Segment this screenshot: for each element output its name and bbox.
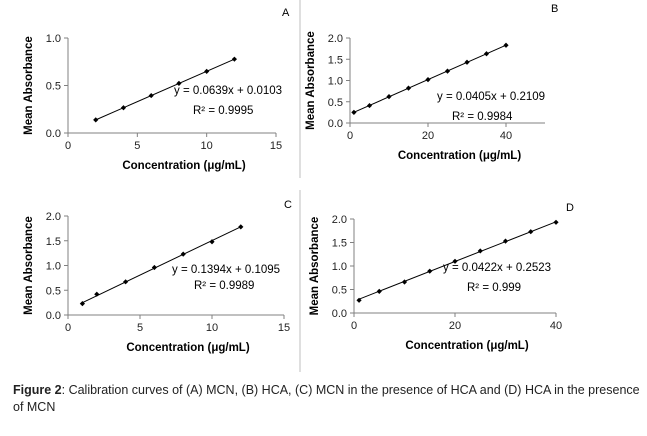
- x-tick-label: 40: [500, 130, 512, 142]
- x-tick-label: 5: [134, 140, 140, 152]
- trendline: [95, 58, 235, 121]
- data-point: [356, 297, 362, 303]
- chart-panel-c: 0.0 0.5 1.0 1.5 2.0 0 5 10 15 Concentration (μg/m…: [23, 199, 292, 354]
- panel-letter: B: [551, 3, 558, 15]
- chart-panel-a: 0.0 0.5 1.0 0 5 10 15 Concentration (μg/mL) Mean…: [23, 7, 290, 172]
- x-tick-label: 20: [449, 320, 461, 332]
- data-point: [120, 105, 127, 111]
- data-point: [148, 92, 154, 99]
- trendline-equation: y = 0.0422x + 0.2523: [443, 262, 551, 274]
- y-tick-label: 1.0: [46, 261, 61, 273]
- panel-letter: C: [284, 199, 292, 211]
- x-tick-label: 10: [201, 140, 213, 152]
- data-point: [502, 238, 509, 244]
- trendline: [82, 226, 242, 304]
- x-axis-title: Concentration (μg/mL): [126, 342, 249, 354]
- x-tick-label: 10: [206, 322, 218, 334]
- y-axis-title: Mean Absorbance: [305, 31, 317, 130]
- r-squared: R² = 0.9984: [452, 111, 513, 123]
- x-tick-label: 0: [65, 322, 71, 334]
- data-point: [477, 248, 483, 254]
- trendline-equation: y = 0.0405x + 0.2109: [437, 91, 545, 103]
- r-squared: R² = 0.9989: [194, 280, 254, 292]
- trendline: [353, 44, 507, 113]
- data-point: [444, 68, 451, 74]
- data-point: [427, 268, 433, 274]
- y-axis-title: Mean Absorbance: [309, 217, 321, 316]
- y-tick-label: 1.0: [328, 76, 343, 88]
- data-point: [401, 279, 408, 285]
- y-tick-label: 2.0: [328, 33, 343, 45]
- data-point: [528, 229, 534, 235]
- x-tick-label: 0: [65, 140, 71, 152]
- data-point: [204, 68, 210, 74]
- y-tick-label: 1.0: [46, 33, 61, 45]
- x-tick-label: 5: [137, 322, 143, 334]
- data-point: [405, 85, 412, 91]
- y-tick-label: 1.0: [332, 261, 347, 273]
- y-tick-label: 2.0: [332, 214, 347, 226]
- x-tick-label: 15: [270, 140, 282, 152]
- y-tick-label: 0.5: [328, 97, 343, 109]
- data-point: [386, 94, 392, 100]
- data-point: [176, 80, 182, 87]
- caption-text: : Calibration curves of (A) MCN, (B) HCA…: [13, 383, 640, 414]
- panel-letter: D: [566, 202, 574, 214]
- y-tick-label: 0.0: [332, 308, 347, 320]
- data-point: [553, 219, 559, 225]
- data-point: [483, 51, 490, 57]
- y-tick-label: 0.5: [46, 81, 61, 93]
- trendline-equation: y = 0.0639x + 0.0103: [174, 85, 282, 97]
- chart-panel-b: 0.0 0.5 1.0 1.5 2.0 0 20 40 Concentration (μg/mL…: [305, 3, 558, 162]
- data-point: [425, 77, 431, 83]
- chart-panel-d: 0.0 0.5 1.0 1.5 2.0 0 20 40 Concentration (μg/mL…: [309, 202, 574, 352]
- trendline: [358, 221, 557, 300]
- y-tick-label: 0.0: [328, 118, 343, 130]
- x-axis-title: Concentration (μg/mL): [398, 150, 521, 162]
- y-tick-label: 0.5: [332, 285, 347, 297]
- trendline-equation: y = 0.1394x + 0.1095: [172, 264, 280, 276]
- x-axis-title: Concentration (μg/mL): [122, 160, 245, 172]
- data-point: [93, 117, 99, 123]
- data-point: [123, 279, 129, 285]
- y-tick-label: 1.5: [328, 54, 343, 66]
- y-tick-label: 2.0: [46, 211, 61, 223]
- data-point: [209, 239, 215, 245]
- y-axis-title: Mean Absorbance: [23, 216, 35, 315]
- data-point: [238, 224, 244, 230]
- y-tick-label: 0.5: [46, 285, 61, 297]
- y-tick-label: 0.0: [46, 310, 61, 322]
- x-tick-label: 20: [422, 130, 434, 142]
- data-point: [503, 42, 509, 48]
- r-squared: R² = 0.9995: [193, 105, 253, 117]
- r-squared: R² = 0.999: [467, 282, 521, 294]
- panel-letter: A: [282, 7, 290, 19]
- y-tick-label: 0.0: [46, 128, 61, 140]
- data-point: [79, 301, 85, 307]
- x-tick-label: 15: [278, 322, 290, 334]
- x-tick-label: 0: [351, 320, 357, 332]
- data-point: [231, 56, 237, 62]
- data-point: [180, 251, 186, 257]
- data-point: [151, 264, 157, 271]
- x-tick-label: 40: [550, 320, 562, 332]
- data-point: [366, 102, 373, 109]
- data-point: [376, 288, 382, 294]
- data-point: [452, 258, 458, 264]
- y-axis-title: Mean Absorbance: [23, 36, 35, 135]
- y-tick-label: 1.5: [332, 238, 347, 250]
- figure-caption: Figure 2: Calibration curves of (A) MCN,…: [13, 382, 643, 416]
- data-point: [464, 59, 470, 65]
- data-point: [94, 291, 100, 297]
- calibration-figure: 0.0 0.5 1.0 0 5 10 15 Concentration (μg/mL) Mean…: [23, 0, 574, 372]
- x-axis-title: Concentration (μg/mL): [405, 340, 528, 352]
- data-point: [351, 109, 357, 115]
- caption-label: Figure 2: [13, 383, 62, 397]
- x-tick-label: 0: [347, 130, 353, 142]
- y-tick-label: 1.5: [46, 236, 61, 248]
